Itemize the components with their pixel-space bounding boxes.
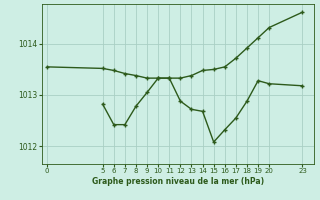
X-axis label: Graphe pression niveau de la mer (hPa): Graphe pression niveau de la mer (hPa) (92, 177, 264, 186)
